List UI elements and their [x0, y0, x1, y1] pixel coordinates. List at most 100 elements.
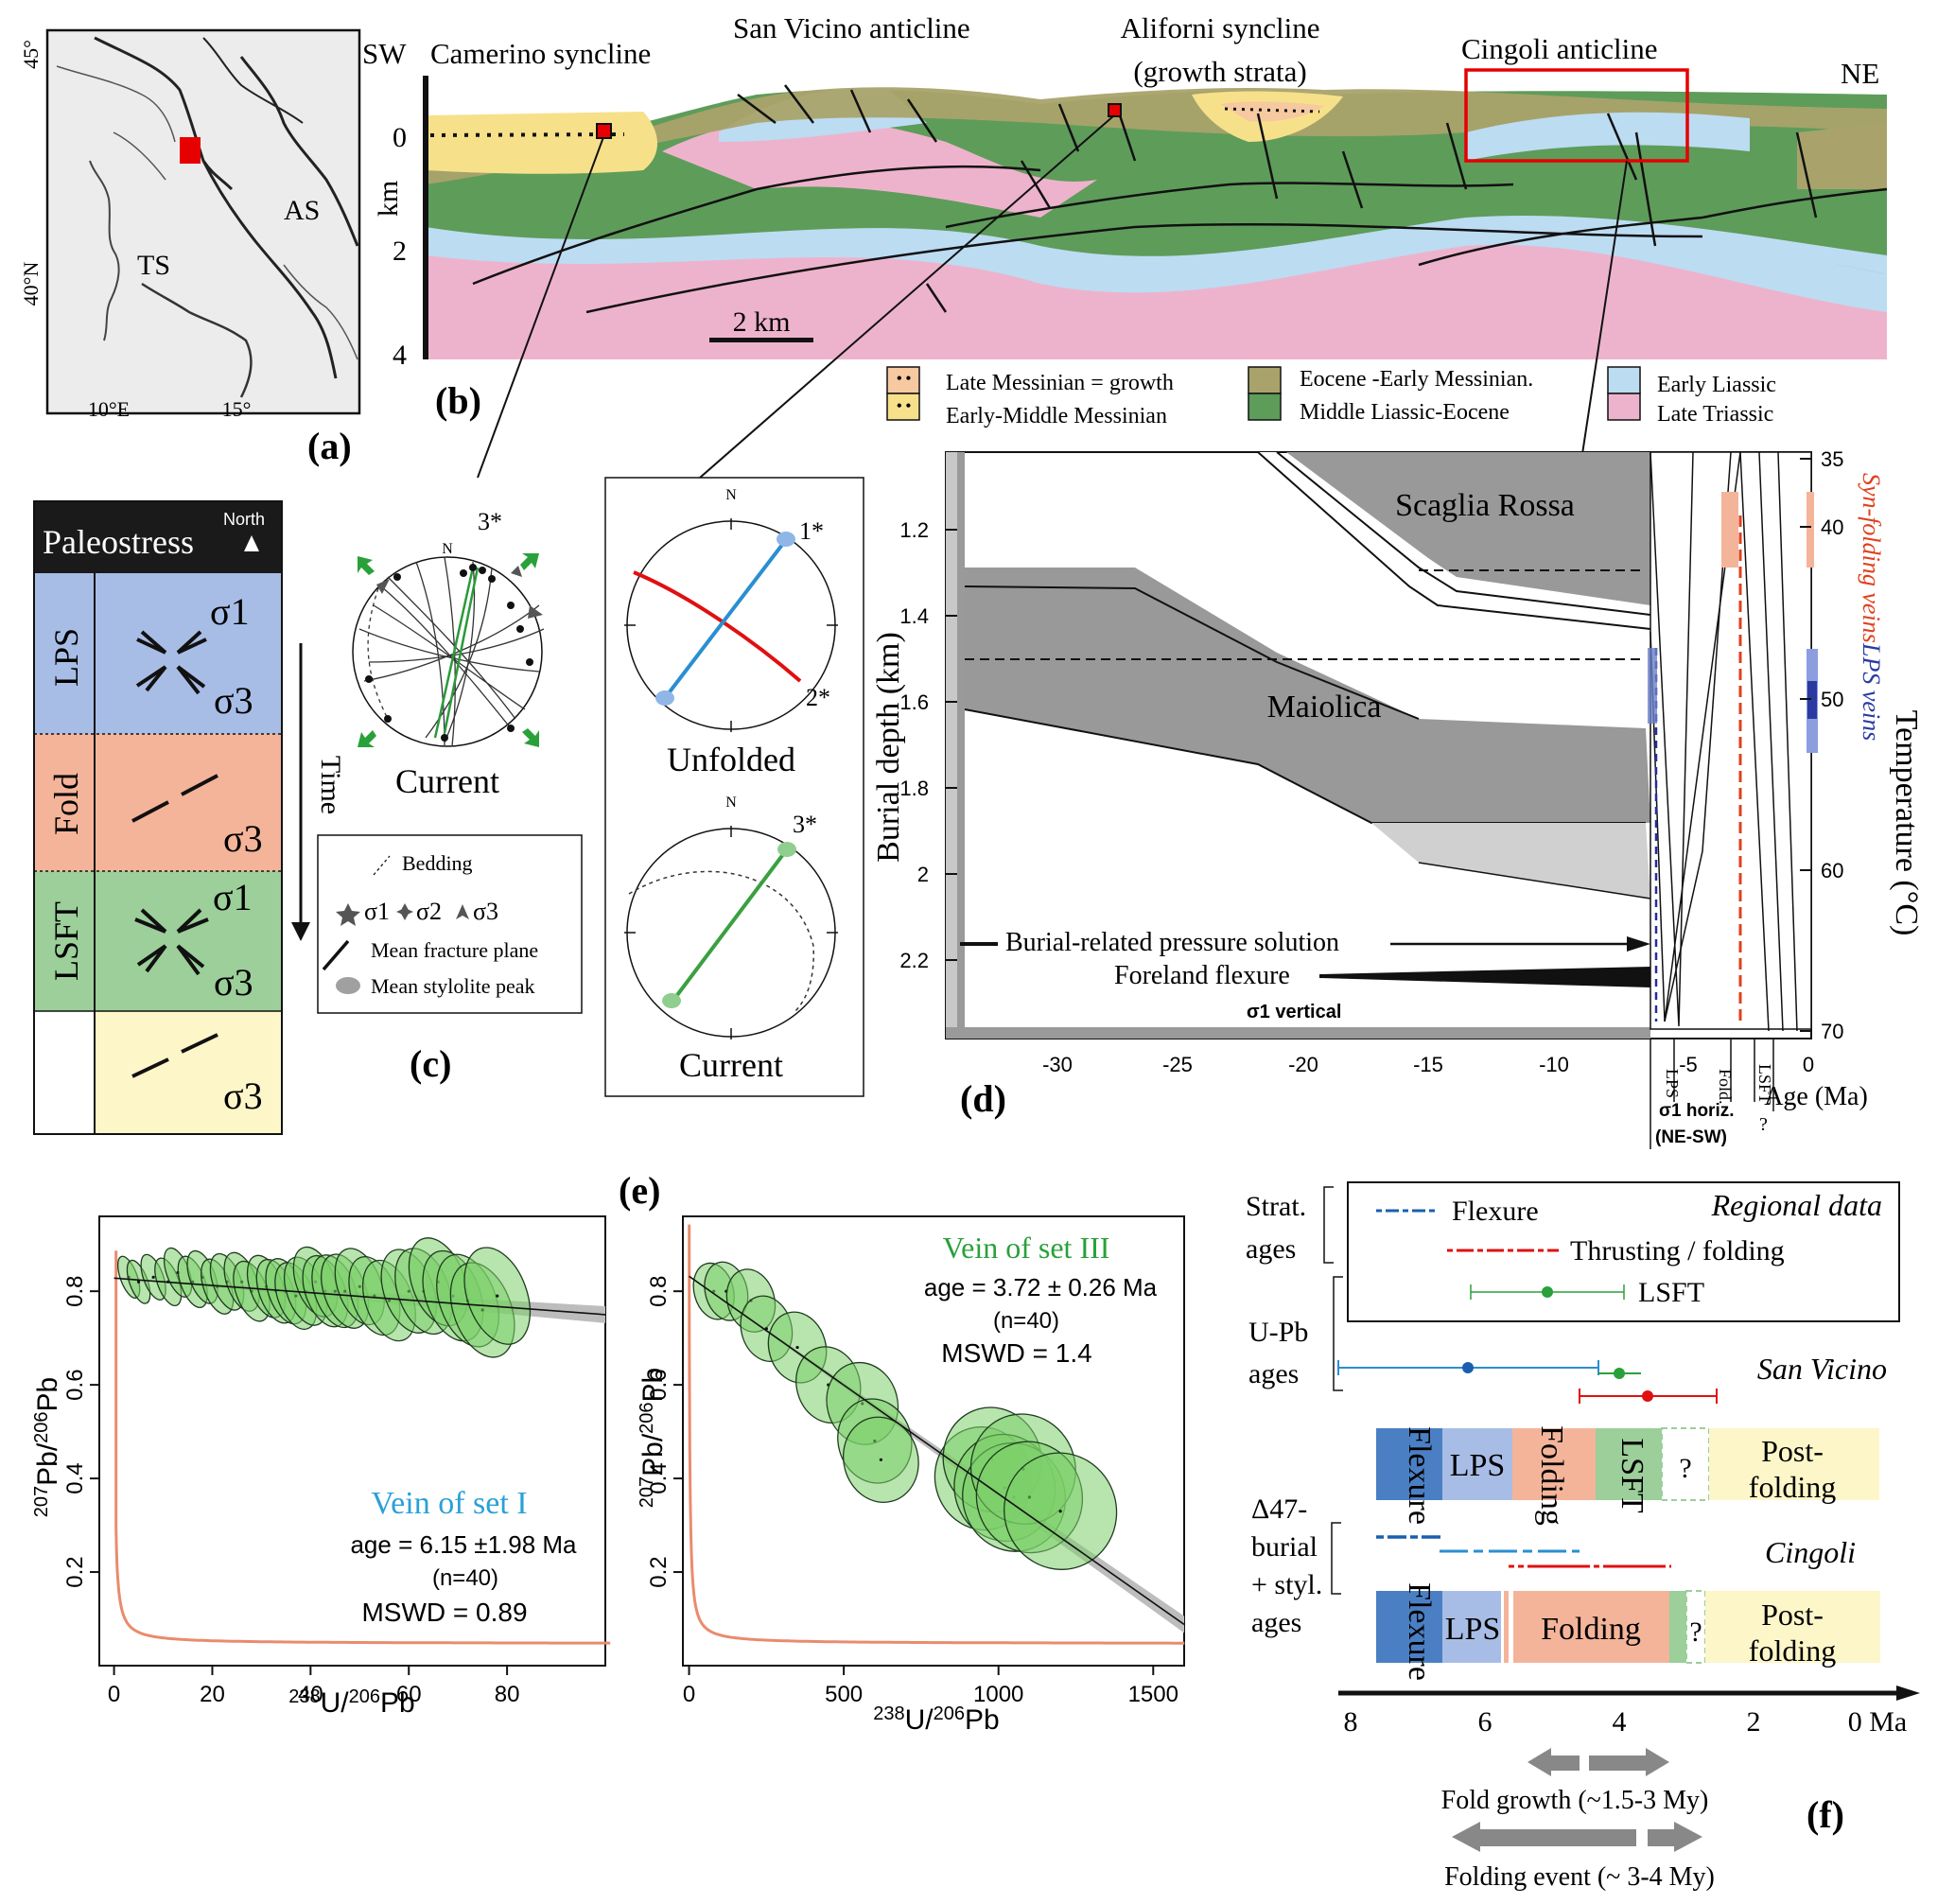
x-tick-label: 1000: [973, 1682, 1023, 1707]
depth-2: 2: [393, 236, 407, 267]
legend-s1: σ1: [364, 898, 390, 925]
c-post-1: Post-: [1761, 1598, 1824, 1632]
lps-sigma3: σ3: [214, 679, 253, 722]
legend-late-messinian: Late Messinian = growth: [946, 371, 1174, 395]
sigma1-direction: (NE-SW): [1655, 1127, 1727, 1147]
sw-label: SW: [362, 37, 407, 70]
paleostress-title: Paleostress: [43, 523, 194, 561]
chart1-title: Vein of set I: [371, 1486, 527, 1521]
d47-3: + styl.: [1251, 1569, 1322, 1600]
time-label: Time: [315, 756, 346, 814]
legend-late-triassic: Late Triassic: [1657, 402, 1773, 427]
phase-lsft: LSFT: [1755, 1064, 1774, 1104]
panel-f-timeline: Regional data Flexure Thrusting / foldin…: [1246, 1181, 1920, 1892]
regional-data-label: Regional data: [1711, 1188, 1882, 1222]
ne-label: NE: [1841, 57, 1879, 90]
phase-question: ?: [1759, 1114, 1768, 1135]
lsft-stress-symbol: [134, 908, 209, 976]
y-tick-label: 0.2: [646, 1556, 672, 1587]
fold-growth-label: Fold growth (~1.5-3 My): [1441, 1786, 1709, 1815]
lon-15-label: 15°: [222, 397, 252, 421]
phase-lps: LPS: [1663, 1069, 1682, 1098]
unit-scaglia-rossa: Scaglia Rossa: [1395, 488, 1575, 523]
chart2-ylabel: 207Pb/206Pb: [637, 1368, 669, 1508]
chart2-mswd: MSWD = 1.4: [941, 1338, 1091, 1368]
legend-early-messinian: Early-Middle Messinian: [946, 404, 1167, 428]
y-tick-label: 0.2: [62, 1556, 88, 1587]
f-axis-6: 6: [1478, 1706, 1492, 1738]
x-tick-label: 20: [200, 1682, 225, 1707]
row-lsft-label: LSFT: [47, 901, 85, 981]
upb-ages-1: U-Pb: [1248, 1317, 1308, 1348]
d-ttick-35: 35: [1821, 447, 1843, 471]
c-folding: Folding: [1541, 1612, 1641, 1647]
panel-e-label: (e): [619, 1169, 660, 1212]
legend-s2: σ2: [416, 898, 442, 925]
aliforni-label: Aliforni syncline: [1121, 11, 1320, 44]
north-arrow-icon: [244, 535, 259, 551]
d-ttick-50: 50: [1821, 688, 1843, 711]
data-point: [1058, 1510, 1062, 1513]
legend-eocene: Eocene -Early Messinian.: [1300, 367, 1533, 392]
depth-unit: km: [373, 181, 404, 217]
stylolite-ellipse-icon: [336, 977, 360, 994]
x-tick-label: 500: [825, 1682, 863, 1707]
panel-c-stereonets: N 3* Current Bedding σ1 σ2 σ3 Mean fract…: [317, 477, 864, 1097]
d-xtick-5: -5: [1679, 1053, 1698, 1076]
isochron-2-plot: 0 500 1000 1500 0.2 0.4 0.6 0.8: [646, 1224, 1185, 1707]
panel-d-label: (d): [960, 1077, 1006, 1120]
lsft-sigma1: σ1: [213, 876, 253, 918]
chart1-ylabel: 207Pb/206Pb: [31, 1377, 63, 1517]
phase-fold: Fold.: [1716, 1069, 1735, 1105]
data-point: [879, 1458, 882, 1461]
d-ttick-60: 60: [1821, 859, 1843, 882]
sea-ts-label: TS: [137, 250, 170, 281]
d-ytick-2: 2: [917, 863, 929, 886]
strat-ages-1: Strat.: [1246, 1191, 1306, 1222]
c-question: ?: [1689, 1616, 1702, 1648]
thrusting-legend: Thrusting / folding: [1570, 1235, 1785, 1266]
syn-folding-veins: Syn-folding veins: [1858, 473, 1885, 643]
growth-strata-label: (growth strata): [1133, 55, 1306, 88]
y-tick-label: 0.4: [62, 1462, 88, 1494]
f-axis-0: 0 Ma: [1848, 1706, 1908, 1738]
y-tick-label: 0.6: [62, 1369, 88, 1400]
marker-2: 2*: [806, 684, 830, 711]
current-stereo-north: N: [725, 795, 737, 811]
data-point: [151, 1275, 155, 1279]
fold-stress-symbol: [131, 774, 218, 823]
cingoli-box: [1464, 68, 1689, 163]
folding-event-label: Folding event (~ 3-4 My): [1444, 1862, 1715, 1892]
chart2-xlabel: 238U/206Pb: [873, 1703, 999, 1736]
row-lps-label: LPS: [47, 628, 85, 687]
d-xtick-10: -10: [1539, 1053, 1569, 1076]
f-axis-4: 4: [1613, 1706, 1627, 1738]
san-vicino-label: San Vicino anticline: [733, 11, 970, 44]
lps-veins: LPS veins: [1858, 642, 1885, 741]
san-vicino-label-f: San Vicino: [1757, 1352, 1887, 1386]
chart2-n: (n=40): [993, 1308, 1059, 1334]
lsft-legend: LSFT: [1638, 1277, 1704, 1308]
lsft-sigma3: σ3: [214, 961, 253, 1004]
y-tick-label: 0.4: [646, 1462, 672, 1494]
d-y2label: Temperature (°C): [1889, 710, 1924, 936]
chart1-xlabel: 238U/206Pb: [288, 1686, 414, 1719]
y-tick-label: 0.8: [646, 1275, 672, 1306]
panel-b-label: (b): [435, 379, 481, 422]
d-xtick-15: -15: [1413, 1053, 1443, 1076]
chart1-age: age = 6.15 ±1.98 Ma: [350, 1530, 577, 1559]
cross-section-legend: • • • • Late Messinian = growth Early-Mi…: [886, 366, 1776, 428]
chart2-age: age = 3.72 ± 0.26 Ma: [924, 1273, 1158, 1301]
regression-line: [689, 1275, 1185, 1626]
d-xtick-30: -30: [1042, 1053, 1073, 1076]
c-lps: LPS: [1445, 1612, 1501, 1647]
panel-a-label: (a): [307, 425, 352, 467]
d-xtick-20: -20: [1288, 1053, 1318, 1076]
panel-a-map: 45° 40°N 10°E 15° TS AS (a): [19, 28, 361, 467]
unit-maiolica: Maiolica: [1267, 690, 1382, 725]
sigma1-horiz: σ1 horiz.: [1659, 1101, 1735, 1121]
concordia-curve: [688, 1224, 1185, 1645]
x-tick-label: 60: [396, 1682, 422, 1707]
sv-question: ?: [1679, 1453, 1691, 1484]
data-point: [496, 1294, 499, 1298]
